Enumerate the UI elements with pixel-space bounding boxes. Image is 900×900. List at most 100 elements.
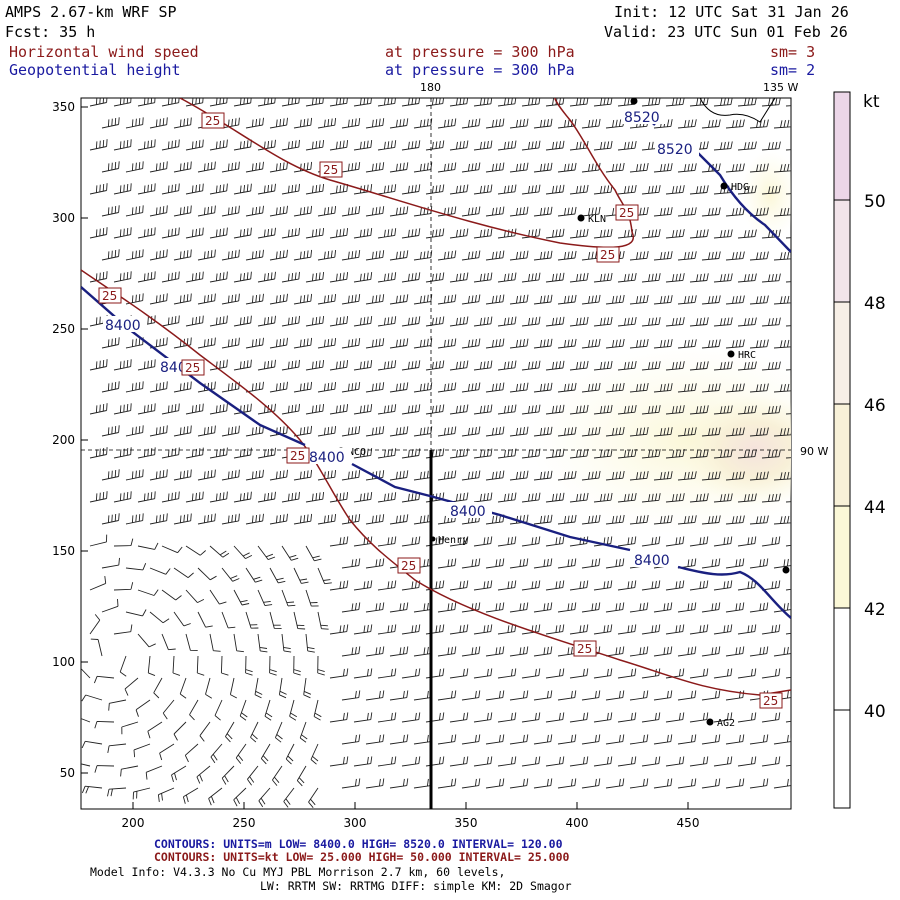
wind-barb xyxy=(137,359,156,371)
wind-barb xyxy=(173,611,191,627)
wind-barb xyxy=(701,383,721,393)
wind-barb xyxy=(293,249,313,261)
wind-barb xyxy=(653,207,673,217)
wind-barb xyxy=(593,98,613,107)
wind-barb xyxy=(749,383,769,393)
wind-barb xyxy=(713,624,733,635)
wind-barb xyxy=(283,787,295,808)
wind-barb xyxy=(90,638,103,657)
wind-barb xyxy=(89,614,101,635)
wind-barb xyxy=(269,293,288,305)
wind-barb xyxy=(221,249,240,261)
wind-barb xyxy=(281,271,300,283)
wind-barb xyxy=(629,427,649,437)
wind-barb xyxy=(725,471,745,481)
wind-barb xyxy=(221,205,240,217)
colorbar-band-46 xyxy=(834,302,850,404)
station-label: AG2 xyxy=(717,718,735,729)
height-label: 8400 xyxy=(309,450,345,466)
wind-barb xyxy=(521,712,541,723)
wind-barb xyxy=(665,361,685,371)
wind-barb xyxy=(689,668,709,679)
wind-barb xyxy=(365,558,385,569)
wind-barb xyxy=(353,536,373,547)
wind-barb xyxy=(341,294,361,305)
wind-barb xyxy=(329,624,349,635)
wind-barb xyxy=(533,778,553,789)
wind-barb xyxy=(210,743,223,764)
wind-barb xyxy=(365,206,385,217)
wind-barb xyxy=(449,404,469,415)
wind-barb xyxy=(329,668,349,679)
wind-barb xyxy=(641,98,661,107)
wind-barb xyxy=(557,690,577,701)
forecast-hour: Fcst: 35 h xyxy=(5,23,96,41)
wind-barb xyxy=(737,756,757,767)
wind-barb xyxy=(341,602,361,613)
wind-barb xyxy=(89,227,108,239)
wind-barb xyxy=(173,117,192,129)
wind-barb xyxy=(353,668,373,679)
wind-barb xyxy=(199,721,211,742)
wind-barb xyxy=(713,449,733,459)
wind-barb xyxy=(617,493,637,503)
wind-barb xyxy=(245,381,264,393)
wind-barb xyxy=(113,183,132,195)
wind-barb xyxy=(701,119,721,129)
wind-barb xyxy=(353,492,373,503)
wind-barb xyxy=(629,778,649,789)
wind-barb xyxy=(161,403,180,415)
wind-barb xyxy=(677,163,697,173)
wind-barb xyxy=(184,743,199,763)
wind-barb xyxy=(89,271,108,283)
wind-barb xyxy=(761,493,781,503)
wind-barb xyxy=(365,250,385,261)
wind-barb xyxy=(353,712,373,723)
wind-barb xyxy=(365,690,385,701)
wind-barb xyxy=(665,405,685,415)
wind-barb xyxy=(533,690,553,701)
wind-barb xyxy=(641,756,661,767)
wind-barb xyxy=(737,493,757,503)
wind-barb xyxy=(137,271,156,283)
svg-text:25: 25 xyxy=(619,206,634,220)
wind-barb xyxy=(147,655,156,677)
wind-barb xyxy=(749,427,769,437)
wind-barb xyxy=(377,580,397,591)
wind-barb xyxy=(449,360,469,371)
wind-barb xyxy=(425,536,445,547)
wind-barb xyxy=(521,184,541,195)
wind-barb xyxy=(185,271,204,283)
wind-barb xyxy=(461,294,481,305)
wind-barb xyxy=(377,404,397,415)
wind-barb xyxy=(509,338,529,349)
wind-barb xyxy=(545,140,565,151)
wind-barb xyxy=(617,317,637,327)
wind-barb xyxy=(233,271,252,283)
wind-barb xyxy=(509,426,529,437)
wind-barb xyxy=(293,425,313,437)
wind-barb xyxy=(233,227,252,239)
wind-barb xyxy=(725,734,745,745)
wind-barb xyxy=(569,756,589,767)
wind-barb xyxy=(245,611,259,629)
contour-info-height: CONTOURS: UNITS=m LOW= 8400.0 HIGH= 8520… xyxy=(154,837,563,851)
wind-barb xyxy=(677,119,697,129)
wind-barb xyxy=(221,337,240,349)
wind-barb xyxy=(293,381,313,393)
wind-barb xyxy=(629,471,649,481)
wind-barb xyxy=(617,405,637,415)
wind-barb xyxy=(557,162,577,173)
wind-barb xyxy=(461,426,481,437)
wind-barb xyxy=(497,668,517,679)
y-tick: 100 xyxy=(52,655,75,669)
wind-barb xyxy=(341,426,361,437)
wind-barb xyxy=(521,492,541,503)
wind-barb xyxy=(533,250,553,261)
wind-barb xyxy=(689,317,709,327)
wind-barb xyxy=(233,633,244,653)
wind-barb xyxy=(133,743,151,758)
wind-barb xyxy=(773,778,791,789)
wind-barb xyxy=(425,98,445,107)
wind-barb xyxy=(341,734,361,745)
